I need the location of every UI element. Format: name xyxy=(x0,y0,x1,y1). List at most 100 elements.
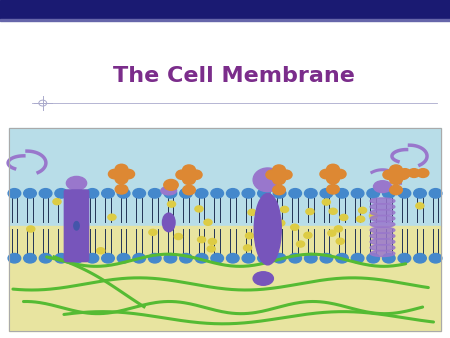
Circle shape xyxy=(351,254,364,263)
Circle shape xyxy=(211,189,224,198)
Circle shape xyxy=(102,254,114,263)
Ellipse shape xyxy=(253,168,283,192)
Circle shape xyxy=(277,220,285,226)
Circle shape xyxy=(356,216,365,222)
Circle shape xyxy=(183,165,195,174)
Circle shape xyxy=(180,254,192,263)
Circle shape xyxy=(167,201,176,207)
Circle shape xyxy=(108,169,121,179)
Circle shape xyxy=(207,246,215,252)
Circle shape xyxy=(367,189,379,198)
Circle shape xyxy=(273,165,285,174)
Circle shape xyxy=(39,254,52,263)
Circle shape xyxy=(115,185,128,194)
Circle shape xyxy=(390,185,402,195)
Circle shape xyxy=(176,170,189,179)
Circle shape xyxy=(306,209,314,215)
Circle shape xyxy=(68,224,76,230)
Circle shape xyxy=(340,214,348,220)
Circle shape xyxy=(279,170,292,179)
Ellipse shape xyxy=(370,250,395,257)
Circle shape xyxy=(117,254,130,263)
Circle shape xyxy=(320,169,333,179)
Circle shape xyxy=(291,224,299,230)
Circle shape xyxy=(71,189,83,198)
Circle shape xyxy=(327,164,339,174)
Ellipse shape xyxy=(370,198,395,204)
Circle shape xyxy=(189,170,202,179)
Circle shape xyxy=(97,248,105,254)
Circle shape xyxy=(243,245,252,251)
Circle shape xyxy=(148,254,161,263)
Circle shape xyxy=(164,189,177,198)
Circle shape xyxy=(183,185,195,195)
Circle shape xyxy=(133,254,145,263)
Circle shape xyxy=(24,254,36,263)
Circle shape xyxy=(273,185,285,195)
Circle shape xyxy=(115,174,128,184)
Circle shape xyxy=(399,169,411,177)
Circle shape xyxy=(305,254,317,263)
Circle shape xyxy=(86,254,99,263)
Circle shape xyxy=(164,254,177,263)
Circle shape xyxy=(211,254,224,263)
Circle shape xyxy=(429,254,442,263)
Ellipse shape xyxy=(370,245,395,251)
Circle shape xyxy=(148,189,161,198)
Circle shape xyxy=(369,213,378,219)
Circle shape xyxy=(429,189,442,198)
Circle shape xyxy=(115,164,128,174)
Circle shape xyxy=(336,238,344,244)
Circle shape xyxy=(320,189,333,198)
Circle shape xyxy=(258,254,270,263)
Circle shape xyxy=(122,169,135,179)
Circle shape xyxy=(383,170,396,179)
Circle shape xyxy=(408,169,420,177)
Circle shape xyxy=(367,254,379,263)
Circle shape xyxy=(226,254,239,263)
Circle shape xyxy=(245,233,253,239)
Circle shape xyxy=(72,242,80,248)
Circle shape xyxy=(327,185,339,194)
Circle shape xyxy=(55,254,68,263)
Circle shape xyxy=(333,169,346,179)
Circle shape xyxy=(242,254,255,263)
Circle shape xyxy=(8,189,21,198)
Circle shape xyxy=(336,254,348,263)
Circle shape xyxy=(102,189,114,198)
Circle shape xyxy=(414,254,426,263)
Circle shape xyxy=(305,189,317,198)
Circle shape xyxy=(327,174,339,184)
FancyBboxPatch shape xyxy=(64,190,89,262)
Circle shape xyxy=(27,226,35,232)
Ellipse shape xyxy=(253,272,274,285)
Circle shape xyxy=(78,214,86,220)
Circle shape xyxy=(55,189,68,198)
Circle shape xyxy=(273,254,286,263)
Circle shape xyxy=(273,175,285,185)
Circle shape xyxy=(248,209,256,215)
Circle shape xyxy=(67,225,75,231)
Circle shape xyxy=(195,189,208,198)
Bar xyxy=(9,128,441,226)
Circle shape xyxy=(8,254,21,263)
Ellipse shape xyxy=(254,193,281,265)
Circle shape xyxy=(53,199,61,205)
Text: The Cell Membrane: The Cell Membrane xyxy=(113,66,355,86)
Ellipse shape xyxy=(370,221,395,227)
Circle shape xyxy=(329,208,337,214)
Circle shape xyxy=(149,229,157,235)
Ellipse shape xyxy=(374,181,392,193)
Circle shape xyxy=(195,206,203,212)
Circle shape xyxy=(258,189,270,198)
Circle shape xyxy=(417,169,429,177)
Circle shape xyxy=(273,189,286,198)
Circle shape xyxy=(183,175,195,185)
Ellipse shape xyxy=(161,186,176,195)
Circle shape xyxy=(208,239,216,245)
Circle shape xyxy=(86,189,99,198)
Ellipse shape xyxy=(370,233,395,239)
Circle shape xyxy=(320,254,333,263)
Circle shape xyxy=(108,214,116,220)
Ellipse shape xyxy=(370,227,395,233)
